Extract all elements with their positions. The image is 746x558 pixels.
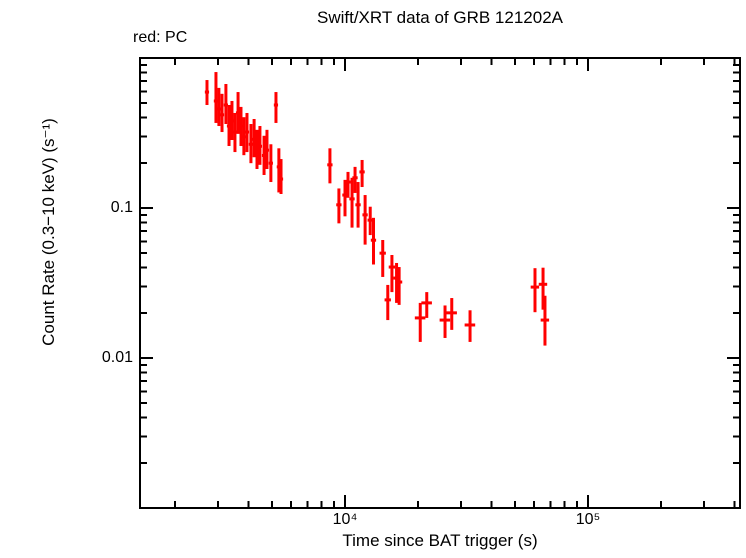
plot-frame: [139, 57, 741, 509]
x-tick-label-1e4: 10⁴: [332, 511, 358, 528]
chart-title: Swift/XRT data of GRB 121202A: [316, 8, 563, 27]
x-axis-label: Time since BAT trigger (s): [342, 531, 538, 550]
y-tick-label-0.1: 0.1: [110, 199, 133, 216]
y-tick-label-0.01: 0.01: [101, 349, 133, 366]
y-axis-label: Count Rate (0.3−10 keV) (s⁻¹): [39, 118, 58, 346]
x-tick-label-1e5: 10⁵: [575, 511, 601, 528]
mode-legend-label: red: PC: [133, 29, 188, 46]
